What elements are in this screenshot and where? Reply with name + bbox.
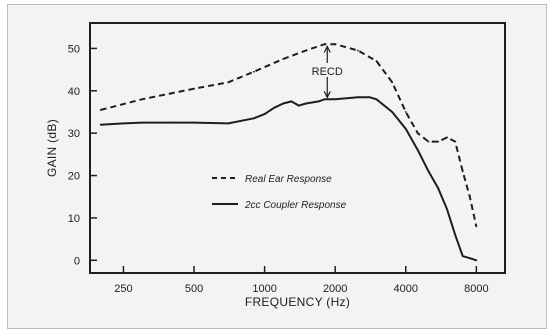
x-tick-label: 2000 [323, 283, 347, 295]
data-point-real-ear-response [404, 111, 407, 113]
data-point-real-ear-response [323, 43, 326, 46]
data-point-2cc-coupler-response [317, 100, 320, 103]
data-point-2cc-coupler-response [290, 100, 293, 103]
data-point-real-ear-response [227, 81, 230, 84]
x-tick-label: 8000 [464, 283, 488, 295]
y-tick-label: 0 [74, 255, 80, 267]
data-point-real-ear-response [416, 132, 419, 135]
recd-arrow-head-down [323, 91, 331, 99]
x-tick-label: 1000 [252, 283, 276, 295]
y-tick-label: 40 [68, 86, 80, 98]
data-point-2cc-coupler-response [323, 98, 326, 101]
data-point-2cc-coupler-response [446, 208, 448, 211]
data-point-2cc-coupler-response [416, 149, 419, 152]
data-point-real-ear-response [461, 170, 464, 173]
data-point-real-ear-response [334, 43, 337, 46]
data-point-2cc-coupler-response [141, 121, 143, 124]
recd-label: RECD [312, 66, 343, 78]
data-point-real-ear-response [427, 140, 430, 143]
data-point-2cc-coupler-response [454, 233, 457, 236]
data-point-real-ear-response [141, 98, 143, 101]
data-point-2cc-coupler-response [122, 122, 125, 125]
data-point-2cc-coupler-response [252, 117, 255, 120]
data-point-real-ear-response [252, 70, 255, 73]
recd-label-backdrop [307, 62, 348, 77]
data-point-2cc-coupler-response [227, 122, 230, 125]
plot-frame [89, 22, 506, 274]
x-tick-label: 250 [114, 283, 132, 295]
data-point-2cc-coupler-response [368, 96, 371, 99]
y-tick-label: 50 [68, 43, 80, 55]
data-point-2cc-coupler-response [404, 128, 407, 130]
data-point-real-ear-response [282, 58, 285, 60]
y-tick-label: 30 [68, 128, 80, 140]
chart-figure: 250 500 1000 2000 4000 8000 0 10 20 30 40 50 FREQUEN… [7, 4, 547, 329]
data-point-2cc-coupler-response [391, 111, 394, 113]
y-axis-label: GAIN (dB) [45, 119, 59, 177]
data-point-real-ear-response [375, 60, 378, 63]
data-point-2cc-coupler-response [170, 121, 173, 124]
legend-label-real-ear-response: Real Ear Response [245, 174, 332, 185]
x-axis-label: FREQUENCY (Hz) [245, 295, 350, 309]
data-point-2cc-coupler-response [297, 104, 300, 107]
data-point-2cc-coupler-response [437, 187, 440, 190]
legend-label-2cc-coupler-response: 2cc Coupler Response [244, 200, 347, 211]
data-point-2cc-coupler-response [427, 170, 430, 173]
data-point-real-ear-response [454, 140, 457, 143]
x-tick-label: 500 [185, 283, 203, 295]
recd-arrow-head-up [323, 45, 331, 53]
data-point-2cc-coupler-response [357, 96, 359, 99]
data-point-real-ear-response [357, 49, 359, 52]
data-point-real-ear-response [193, 87, 195, 90]
data-point-2cc-coupler-response [468, 257, 471, 260]
data-point-2cc-coupler-response [334, 98, 337, 101]
series-line-real-ear-response [100, 43, 478, 227]
data-point-2cc-coupler-response [193, 121, 195, 124]
data-point-real-ear-response [391, 81, 394, 84]
x-tick-label: 4000 [394, 283, 418, 295]
data-point-real-ear-response [437, 140, 440, 143]
y-tick-label: 20 [68, 171, 80, 183]
data-point-2cc-coupler-response [282, 102, 285, 105]
data-point-2cc-coupler-response [475, 259, 478, 262]
data-point-real-ear-response [475, 225, 478, 228]
data-point-2cc-coupler-response [375, 98, 378, 101]
data-point-2cc-coupler-response [99, 123, 102, 126]
data-point-2cc-coupler-response [263, 113, 266, 116]
data-point-real-ear-response [468, 195, 471, 198]
data-point-2cc-coupler-response [273, 106, 276, 109]
data-point-2cc-coupler-response [304, 102, 307, 105]
data-point-real-ear-response [99, 108, 102, 111]
y-tick-label: 10 [68, 213, 80, 225]
gain-frequency-chart: 250 500 1000 2000 4000 8000 0 10 20 30 40 50 FREQUEN… [45, 22, 506, 309]
data-point-real-ear-response [304, 49, 307, 52]
data-point-real-ear-response [446, 136, 448, 139]
data-point-2cc-coupler-response [461, 255, 464, 257]
